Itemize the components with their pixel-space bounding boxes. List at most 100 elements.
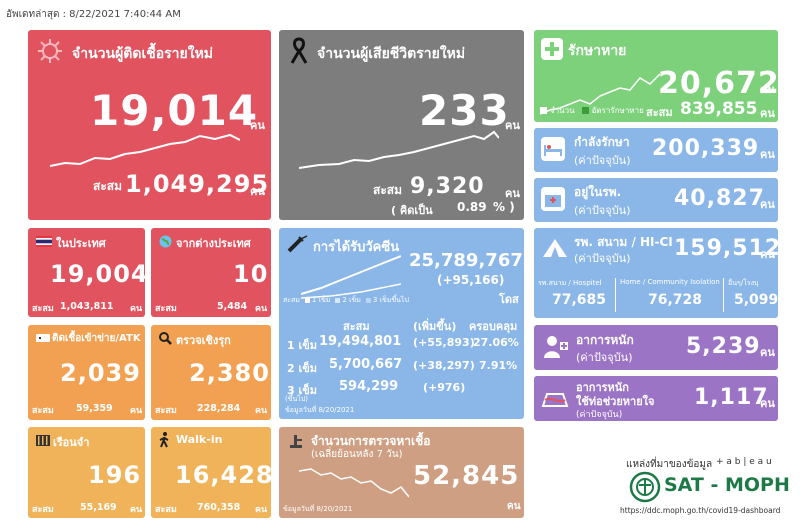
abroad-title: จากต่างประเทศ [176, 237, 251, 250]
ventilator-unit: คน [760, 397, 775, 410]
proactive-cum: 228,284 [197, 403, 241, 414]
death-rate-label: ( คิดเป็น [391, 204, 433, 217]
dose2-cover: 7.91% [479, 359, 518, 372]
legend-dose2-swatch [335, 298, 341, 303]
new-deaths-cum-label: สะสม [373, 183, 403, 197]
hospital-value: 40,827 [674, 186, 765, 211]
prison-card[interactable]: เรือนจำ 196 สะสม 55,169 คน [28, 427, 145, 518]
ventilator-card[interactable]: อาการหนัก ใช้ท่อช่วยหายใจ (ค่าปัจจุบัน) … [534, 376, 778, 421]
syringe-icon [287, 234, 309, 254]
walkin-unit: คน [255, 505, 268, 515]
recovered-card[interactable]: รักษาหาย 20,672 คน จำนวน อัตรารักษาหาย ส… [534, 30, 778, 122]
proactive-value: 2,380 [189, 359, 270, 387]
field-hospital-sub: (ค่าปัจจุบัน) [574, 252, 631, 265]
ventilator-sub: (ค่าปัจจุบัน) [576, 410, 623, 420]
death-rate-value: 0.89 [457, 200, 487, 214]
abroad-unit: คน [255, 304, 268, 314]
hospital-bed-icon [541, 137, 565, 161]
hospitel-value: 77,685 [552, 292, 607, 308]
ventilator-value: 1,117 [694, 385, 769, 410]
tests-unit: คน [507, 501, 521, 512]
severe-value: 5,239 [686, 334, 761, 359]
atk-value: 2,039 [60, 359, 141, 387]
vaccine-sparkline [301, 255, 401, 299]
test-kit-icon [36, 333, 50, 343]
atk-card[interactable]: ติดเชื้อเข้าข่าย/ATK 2,039 สะสม 59,359 ค… [28, 325, 145, 420]
domestic-card[interactable]: ในประเทศ 19,004 สะสม 1,043,811 คน [28, 228, 145, 317]
domestic-cum-label: สะสม [32, 304, 54, 314]
walkin-title: Walk-in [176, 433, 223, 446]
dose3-delta: (+976) [423, 381, 466, 394]
virus-icon [35, 36, 65, 66]
recovered-cum-label: สะสม [646, 106, 673, 119]
severe-card[interactable]: อาการหนัก (ค่าปัจจุบัน) 5,239 คน [534, 325, 778, 370]
new-cases-value: 19,014 [90, 86, 259, 135]
dose2-label: 2 เข็ม [287, 362, 318, 375]
tableau-logo: + a b | e a u [716, 457, 772, 467]
legend-cum: สะสม [283, 296, 300, 304]
hospital-unit: คน [760, 198, 775, 211]
dose2-delta: (+38,297) [413, 359, 475, 372]
legend-dose2: 2 เข็ม [342, 296, 361, 304]
proactive-title: ตรวจเชิงรุก [176, 334, 231, 347]
source-label: แหล่งที่มาของข้อมูล [626, 459, 713, 470]
tent-icon [541, 234, 569, 262]
vaccine-card[interactable]: การได้รับวัคซีน 25,789,767 (+95,166) โดส… [279, 228, 524, 419]
tests-sparkline [299, 468, 409, 498]
prison-unit: คน [130, 505, 143, 515]
dose1-delta: (+55,893) [413, 336, 475, 349]
sat-moph-label: SAT - MOPH [664, 474, 790, 496]
field-hospital-title: รพ. สนาม / HI-CI [574, 235, 673, 249]
moph-seal-icon [628, 470, 662, 504]
recovered-cum: 839,855 [680, 99, 758, 119]
magnifier-icon [158, 331, 172, 345]
other-label: อื่นๆ/โรงบุ [728, 279, 759, 287]
hospital-sub: (ค่าปัจจุบัน) [574, 204, 631, 217]
tests-card[interactable]: จำนวนการตรวจหาเชื้อ (เฉลี่ยย้อนหลัง 7 วั… [279, 427, 524, 518]
vaccine-date: ข้อมูลวันที่ 8/20/2021 [285, 406, 355, 414]
atk-cum: 59,359 [76, 403, 113, 414]
recovered-value: 20,672 [658, 66, 778, 101]
recovered-unit: คน [760, 83, 775, 96]
tests-title: จำนวนการตรวจหาเชื้อ [311, 434, 431, 448]
new-cases-unit: คน [250, 119, 265, 132]
recovered-title: รักษาหาย [568, 43, 627, 59]
walkin-card[interactable]: Walk-in 16,428 สะสม 760,358 คน [151, 427, 271, 518]
last-updated: อัพเดทล่าสุด : 8/22/2021 7:40:44 AM [6, 9, 181, 20]
severe-title: อาการหนัก [576, 333, 634, 347]
thai-flag-icon [36, 235, 52, 247]
hospital-title: อยู่ในรพ. [574, 185, 622, 199]
in-treatment-value: 200,339 [652, 136, 760, 161]
abroad-value: 10 [233, 260, 269, 288]
new-cases-sparkline [50, 133, 240, 167]
lab-icon [287, 432, 305, 450]
field-hospital-card[interactable]: รพ. สนาม / HI-CI (ค่าปัจจุบัน) 159,512 ค… [534, 228, 778, 318]
atk-unit: คน [130, 406, 143, 416]
hospital-card[interactable]: อยู่ในรพ. (ค่าปัจจุบัน) 40,827 คน [534, 178, 778, 222]
abroad-card[interactable]: จากต่างประเทศ 10 สะสม 5,484 คน [151, 228, 271, 317]
vaccine-title: การได้รับวัคซีน [313, 240, 400, 255]
new-deaths-card[interactable]: จำนวนผู้เสียชีวิตรายใหม่ 233 คน สะสม 9,3… [279, 30, 524, 220]
death-rate-suffix: % ) [493, 200, 515, 214]
new-cases-card[interactable]: จำนวนผู้ติดเชื้อรายใหม่ 19,014 คน สะสม 1… [28, 30, 271, 220]
legend-dose3-swatch [365, 298, 371, 303]
vaccine-total: 25,789,767 [409, 250, 523, 271]
walking-person-icon [158, 432, 172, 448]
recovered-cum-unit: คน [760, 107, 775, 120]
dose1-cover: 27.06% [473, 336, 519, 349]
domestic-title: ในประเทศ [56, 237, 106, 250]
severe-sub: (ค่าปัจจุบัน) [576, 351, 633, 364]
tests-value: 52,845 [413, 461, 520, 491]
hospitel-label: รพ.สนาม / Hospitel [538, 279, 602, 287]
source-url[interactable]: https://ddc.moph.go.th/covid19-dashboard [620, 506, 781, 515]
in-treatment-card[interactable]: กำลังรักษา (ค่าปัจจุบัน) 200,339 คน [534, 128, 778, 172]
dose3-label: 3 เข็ม [287, 384, 318, 397]
legend-dose1: 1 เข็ม [311, 296, 331, 304]
in-treatment-title: กำลังรักษา [574, 135, 630, 149]
proactive-card[interactable]: ตรวจเชิงรุก 2,380 สะสม 228,284 คน [151, 325, 271, 420]
new-cases-cum-unit: คน [250, 185, 265, 198]
atk-title: ติดเชื้อเข้าข่าย/ATK [52, 333, 141, 344]
vaccine-delta: (+95,166) [437, 273, 505, 287]
domestic-cum: 1,043,811 [60, 301, 114, 312]
other-value: 5,099 [734, 292, 778, 308]
